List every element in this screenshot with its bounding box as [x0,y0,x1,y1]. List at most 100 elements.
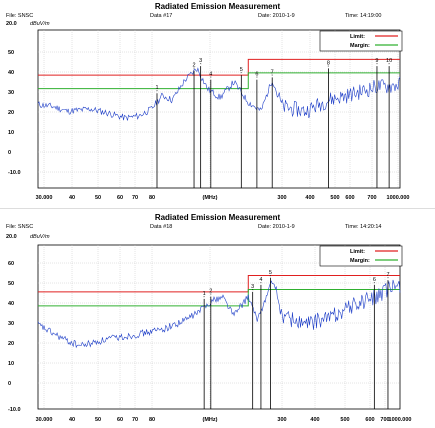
y-unit-label: dBuV/m [30,21,50,27]
x-tick-label: 30.000 [36,195,53,201]
peak-marker-symbol: × [210,292,212,296]
separator [0,208,435,209]
y-tick-label: 50 [8,50,14,56]
x-tick-label: 500 [340,417,349,423]
peak-marker-symbol: × [256,75,258,79]
peak-marker-label: 8 [327,60,330,66]
peak-marker-label: 1 [155,85,158,91]
x-tick-label: 300 [277,195,286,201]
y-tick-label: -10.0 [8,407,21,413]
peak-marker-symbol: × [210,75,212,79]
x-tick-label: 300 [277,417,286,423]
x-tick-label: 80 [149,417,155,423]
peak-marker-symbol: × [388,62,390,66]
legend-margin-label: Margin: [350,43,370,49]
peak-marker-label: 7 [386,272,389,278]
data-number: Data #18 [150,224,173,230]
chart-plot-1: 50 40 30 20 10 0 -10.0 30.000 40 50 60 70 80 (MHz) 300… [8,29,410,201]
plot-frame [37,29,401,189]
measurement-trace [37,67,401,121]
peak-marker-symbol: × [376,62,378,66]
margin-line [38,289,400,307]
data-number: Data #17 [150,13,173,19]
legend-margin-label: Margin: [350,258,370,264]
y-tick-label: 0 [8,381,11,387]
y-unit-label: dBuV/m [30,234,50,240]
peak-marker-label: 4 [209,72,212,78]
y-tick-label: 20 [8,341,14,347]
peak-marker-label: 7 [271,69,274,75]
peak-marker-label: 6 [373,277,376,283]
y-tick-label: 0 [8,150,11,156]
limit-line [38,58,400,76]
peak-marker-symbol: × [373,280,375,284]
x-tick-label: 1000.000 [387,195,410,201]
y-tick-label: 30 [8,90,14,96]
peak-marker-symbol: × [240,71,242,75]
y-tick-label: 10 [8,361,14,367]
x-tick-label: 70 [132,195,138,201]
x-tick-label: 50 [95,195,101,201]
time-label: Time: 14:19:00 [345,13,382,19]
peak-marker-symbol: × [271,73,273,77]
peak-marker-symbol: × [156,89,158,93]
x-tick-label: 50 [95,417,101,423]
y-tick-label: 40 [8,301,14,307]
x-tick-label: 40 [69,417,75,423]
x-tick-label: 600 [365,417,374,423]
y-tick-label: 40 [8,70,14,76]
x-tick-label: 700 [380,417,389,423]
y-tick-label: 20 [8,110,14,116]
peak-marker-label: 9 [375,58,378,64]
chart-title: Radiated Emission Measurement [154,2,281,11]
file-label: File: SNSC [6,224,34,230]
peak-marker-label: 4 [259,277,262,283]
legend-limit-label: Limit: [350,34,365,40]
time-label: Time: 14:20:14 [345,224,382,230]
peak-marker-symbol: × [200,62,202,66]
x-tick-label: 1000.000 [389,417,412,423]
peak-marker-label: 5 [269,270,272,276]
peak-marker-label: 5 [240,67,243,73]
peak-marker-label: 2 [193,63,196,69]
y-tick-label: 60 [8,261,14,267]
peak-marker-label: 10 [386,58,392,64]
x-tick-label: 60 [117,417,123,423]
y-tick-label: 50 [8,281,14,287]
peak-marker-symbol: × [260,280,262,284]
chart-title: Radiated Emission Measurement [154,213,281,222]
x-tick-label: 600 [345,195,354,201]
chart-panel-1: Radiated Emission Measurement File: SNSC… [0,0,435,211]
y-tick-label: 30 [8,321,14,327]
limit-line [38,274,400,293]
y-top-label: 20.0 [6,234,17,240]
y-tick-label: -10.0 [8,170,21,176]
peak-marker-label: 2 [209,289,212,295]
peak-marker-symbol: × [387,276,389,280]
peak-marker-symbol: × [193,66,195,70]
peak-marker-label: 1 [203,291,206,297]
x-tick-label: 80 [149,195,155,201]
peak-marker-label: 6 [255,72,258,78]
peak-marker-symbol: × [203,294,205,298]
date-label: Date: 2010-1-9 [258,224,295,230]
x-tick-label: 30.000 [36,417,53,423]
x-tick-label: 400 [305,195,314,201]
x-tick-label: 70 [132,417,138,423]
peak-marker-label: 3 [199,58,202,64]
peak-marker-symbol: × [252,287,254,291]
chart-panel-2: Radiated Emission Measurement File: SNSC… [0,211,435,428]
x-tick-label: 40 [69,195,75,201]
x-tick-label: (MHz) [203,417,218,423]
x-tick-label: 500 [330,195,339,201]
margin-line [38,72,400,90]
chart-plot-2: 60 50 40 30 20 10 0 -10.0 30.000 40 50 60 70 80 (MHz) 3… [8,244,412,423]
peak-marker-label: 3 [251,284,254,290]
x-tick-label: 700 [367,195,376,201]
x-tick-label: 400 [310,417,319,423]
y-top-label: 20.0 [6,21,17,27]
y-tick-label: 10 [8,130,14,136]
x-tick-label: (MHz) [203,195,218,201]
peak-marker-symbol: × [328,64,330,68]
x-tick-label: 60 [117,195,123,201]
